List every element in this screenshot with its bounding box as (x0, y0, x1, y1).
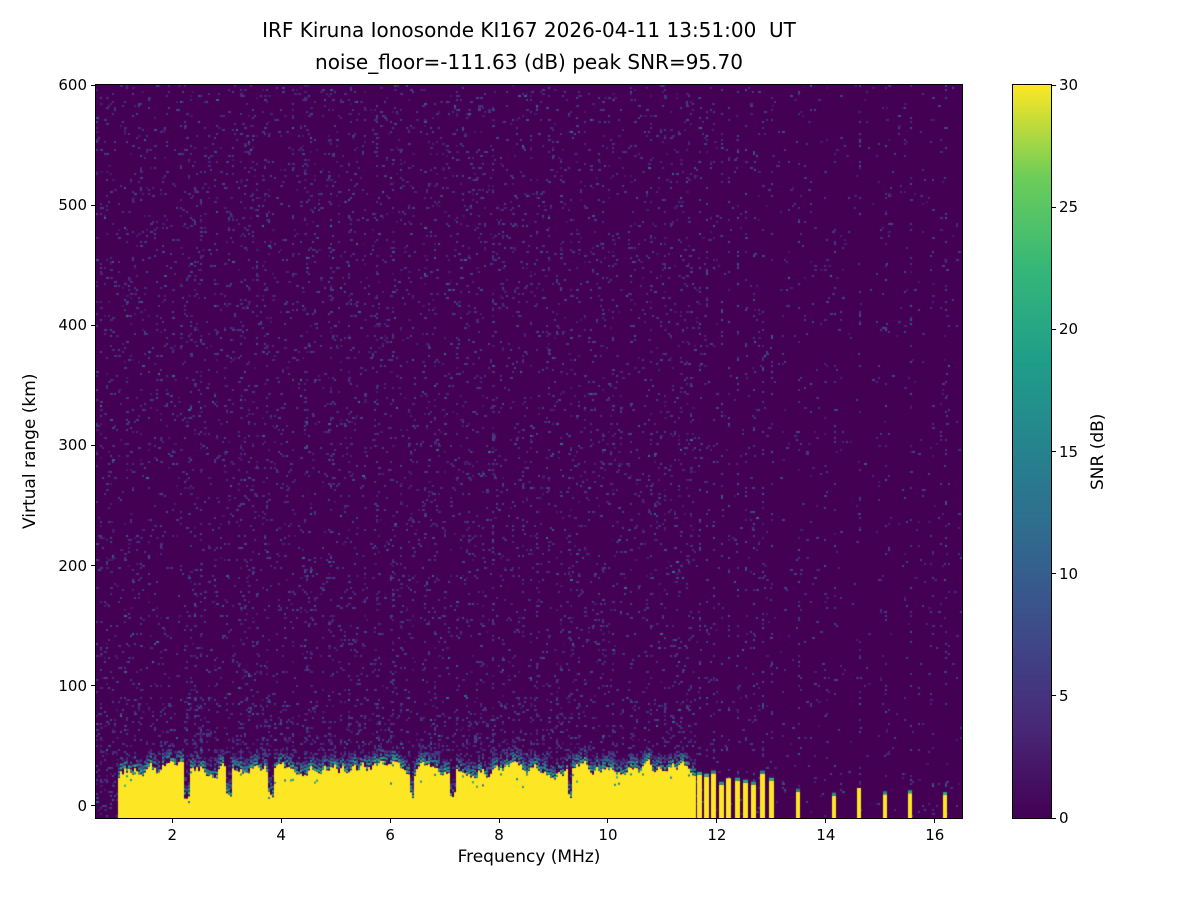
ionogram-heatmap (96, 85, 962, 818)
x-tick-mark (389, 819, 391, 823)
colorbar-tick-mark (1052, 328, 1056, 330)
x-tick-mark (607, 819, 609, 823)
colorbar-tick-mark (1052, 573, 1056, 575)
y-tick-mark (91, 324, 95, 326)
x-tick-mark (716, 819, 718, 823)
y-tick-label: 300 (58, 436, 87, 455)
colorbar-tick-mark (1052, 84, 1056, 86)
y-tick-label: 0 (77, 796, 87, 815)
x-tick-label: 6 (385, 826, 395, 844)
colorbar-tick-label: 30 (1059, 76, 1079, 94)
y-tick-label: 400 (58, 316, 87, 335)
x-axis-label: Frequency (MHz) (457, 847, 601, 867)
x-tick-mark (934, 819, 936, 823)
x-tick-label: 16 (925, 826, 945, 844)
colorbar (1013, 85, 1051, 818)
colorbar-tick-mark (1052, 451, 1056, 452)
colorbar-tick-label: 15 (1059, 442, 1079, 461)
chart-title: IRF Kiruna Ionosonde KI167 2026-04-11 13… (262, 18, 796, 42)
y-tick-label: 200 (58, 556, 87, 575)
x-tick-label: 4 (276, 826, 286, 844)
y-tick-mark (91, 204, 95, 206)
colorbar-frame (1012, 84, 1052, 819)
y-tick-mark (91, 444, 95, 446)
x-tick-label: 10 (598, 826, 618, 844)
colorbar-tick-label: 25 (1059, 198, 1079, 217)
y-tick-mark (91, 685, 95, 687)
colorbar-tick-mark (1052, 206, 1056, 208)
colorbar-tick-label: 0 (1059, 809, 1069, 827)
plot-frame (95, 84, 963, 819)
x-tick-label: 2 (167, 826, 178, 844)
colorbar-tick-label: 5 (1059, 686, 1069, 705)
colorbar-tick-mark (1052, 695, 1056, 697)
x-tick-mark (171, 819, 173, 823)
x-tick-mark (825, 819, 827, 823)
y-tick-label: 600 (58, 76, 87, 94)
y-tick-label: 100 (58, 676, 87, 695)
x-tick-label: 8 (494, 826, 504, 844)
y-tick-mark (91, 565, 95, 567)
y-tick-mark (91, 805, 95, 807)
x-tick-mark (498, 819, 500, 823)
y-tick-mark (91, 84, 95, 86)
x-tick-mark (280, 819, 282, 823)
colorbar-tick-label: 10 (1059, 564, 1079, 583)
colorbar-tick-label: 20 (1059, 320, 1079, 339)
chart-subtitle: noise_floor=-111.63 (dB) peak SNR=95.70 (315, 50, 743, 74)
colorbar-tick-mark (1052, 817, 1056, 819)
y-tick-label: 500 (58, 196, 87, 215)
x-tick-label: 14 (816, 826, 836, 844)
x-tick-label: 12 (707, 826, 727, 844)
